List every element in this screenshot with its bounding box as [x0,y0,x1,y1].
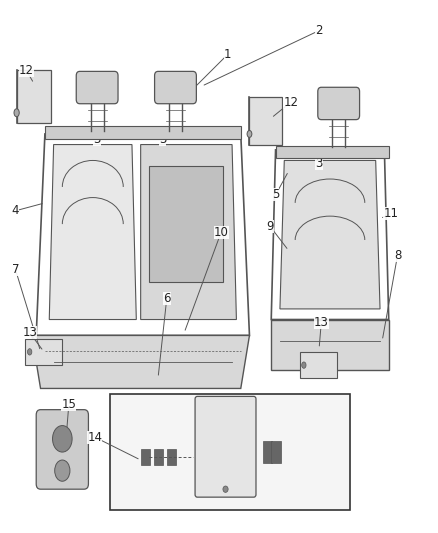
Polygon shape [280,160,380,309]
Polygon shape [271,319,389,370]
Bar [17,70,51,123]
Text: 3: 3 [315,157,323,169]
Text: 7: 7 [11,263,19,276]
Text: 5: 5 [272,189,279,201]
Text: 8: 8 [394,249,401,262]
Text: 12: 12 [283,95,298,109]
Bar [25,339,62,365]
Polygon shape [141,144,237,319]
Text: 12: 12 [19,64,34,77]
Ellipse shape [14,109,19,117]
Text: 2: 2 [315,24,323,37]
Text: 3: 3 [159,133,166,146]
Text: 6: 6 [163,292,170,305]
Text: 10: 10 [214,225,229,239]
FancyBboxPatch shape [155,71,196,104]
Bar [110,394,350,511]
Ellipse shape [28,349,32,355]
Ellipse shape [53,425,72,452]
Text: 13: 13 [22,326,37,340]
Text: 4: 4 [11,204,19,217]
Bar [149,166,223,282]
Polygon shape [49,144,136,319]
Text: 13: 13 [314,316,328,329]
Bar [167,449,177,465]
Bar [250,97,282,144]
Bar [300,352,336,378]
Bar [262,441,272,463]
Polygon shape [32,335,250,389]
Text: 3: 3 [93,133,101,146]
Text: 11: 11 [383,207,399,220]
Ellipse shape [223,486,228,492]
Text: 14: 14 [88,431,102,444]
FancyBboxPatch shape [195,397,256,497]
FancyBboxPatch shape [36,410,88,489]
Bar [154,449,163,465]
FancyBboxPatch shape [76,71,118,104]
Bar [276,146,389,158]
Text: 15: 15 [61,398,76,411]
Bar [141,449,150,465]
Text: 1: 1 [224,48,231,61]
Text: 9: 9 [267,220,274,233]
Bar [45,126,241,139]
Ellipse shape [55,460,70,481]
Bar [271,441,281,463]
Ellipse shape [302,362,306,368]
FancyBboxPatch shape [318,87,360,119]
Ellipse shape [247,131,252,138]
